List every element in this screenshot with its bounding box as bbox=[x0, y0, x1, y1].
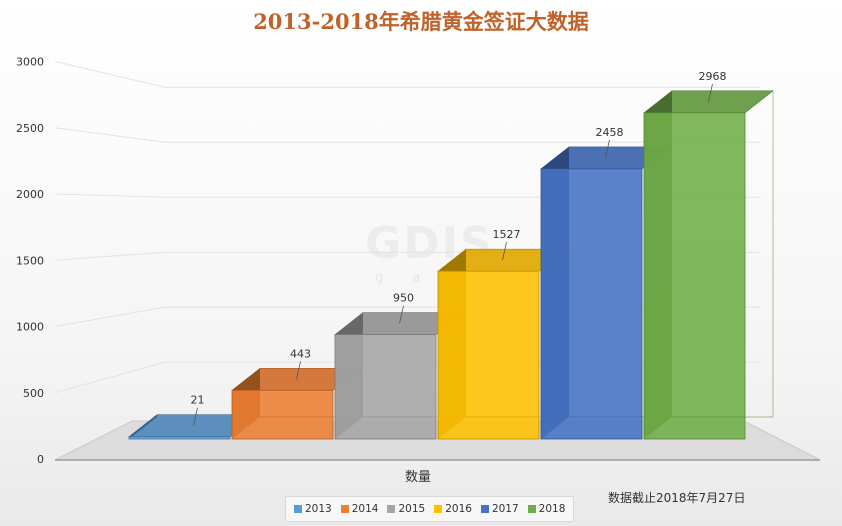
bar-front-2013 bbox=[128, 436, 231, 440]
legend-item-2018: 2018 bbox=[527, 503, 566, 515]
bar-side-2013 bbox=[129, 414, 157, 439]
legend-label: 2016 bbox=[445, 503, 472, 515]
data-label-2015: 950 bbox=[393, 292, 414, 305]
legend-label: 2015 bbox=[398, 503, 426, 515]
bar-front-2017 bbox=[540, 168, 643, 440]
data-note: 数据截止2018年7月27日 bbox=[608, 491, 746, 505]
legend-swatch bbox=[387, 505, 396, 513]
legend-label: 2018 bbox=[538, 503, 566, 515]
y-tick-label: 2500 bbox=[16, 122, 44, 135]
chart-legend: 2013 2014 2015 2016 2017 2018 bbox=[285, 496, 575, 522]
y-tick-label: 1000 bbox=[16, 321, 44, 334]
y-tick-label: 1500 bbox=[16, 254, 44, 267]
y-tick-label: 3000 bbox=[16, 56, 44, 69]
legend-label: 2017 bbox=[491, 503, 519, 515]
legend-swatch bbox=[527, 505, 536, 513]
legend-item-2016: 2016 bbox=[434, 503, 472, 515]
bar-2018 bbox=[643, 90, 774, 440]
bar-2014 bbox=[231, 368, 362, 440]
legend-item-2015: 2015 bbox=[387, 503, 425, 515]
bar-front-2018 bbox=[643, 112, 746, 440]
x-axis-label: 数量 bbox=[405, 470, 432, 485]
data-label-leader bbox=[605, 139, 610, 158]
legend-label: 2013 bbox=[305, 503, 332, 515]
legend-item-2014: 2014 bbox=[340, 503, 379, 515]
data-label-leader bbox=[502, 242, 507, 261]
legend-swatch bbox=[294, 505, 302, 513]
legend-item-2017: 2017 bbox=[480, 503, 519, 515]
data-label-2013: 21 bbox=[191, 394, 205, 407]
data-label-leader bbox=[193, 407, 198, 426]
data-label-2014: 443 bbox=[290, 347, 311, 360]
gridline bbox=[54, 127, 760, 143]
bar-2016 bbox=[437, 248, 568, 440]
bar-back-edge-2018 bbox=[672, 90, 774, 418]
data-label-leader bbox=[296, 361, 301, 380]
y-tick-label: 2000 bbox=[16, 188, 44, 201]
legend-swatch bbox=[340, 505, 349, 513]
bar-front-2015 bbox=[334, 334, 437, 440]
bar-front-2016 bbox=[437, 270, 540, 440]
data-label-2017: 2458 bbox=[596, 126, 624, 139]
data-label-2018: 2968 bbox=[699, 70, 727, 83]
data-label-leader bbox=[399, 305, 404, 324]
y-tick-label: 0 bbox=[37, 453, 44, 466]
y-tick-label: 500 bbox=[23, 387, 44, 400]
legend-swatch bbox=[434, 505, 443, 513]
bar-2017 bbox=[540, 146, 671, 440]
legend-label: 2014 bbox=[351, 503, 379, 515]
gridline bbox=[54, 61, 760, 88]
data-label-2016: 1527 bbox=[493, 228, 521, 241]
legend-swatch bbox=[480, 505, 489, 513]
chart-title: 2013-2018年希腊黄金签证大数据 bbox=[253, 9, 589, 34]
data-label-leader bbox=[708, 83, 713, 102]
bar-front-2014 bbox=[231, 389, 334, 440]
legend-item-2013: 2013 bbox=[294, 503, 332, 515]
